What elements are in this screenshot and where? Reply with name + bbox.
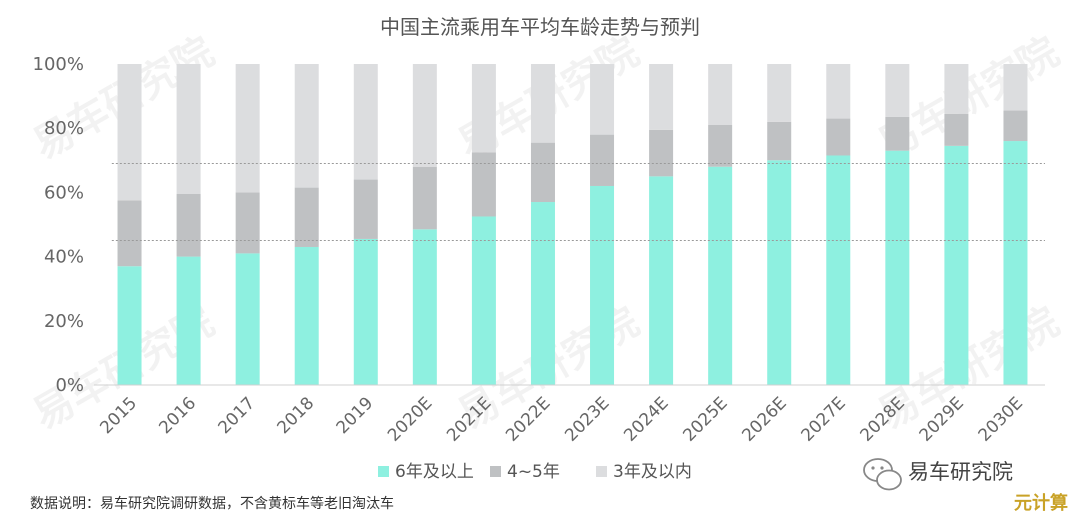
bar-segment — [944, 113, 969, 146]
legend: 6年及以上 4~5年 3年及以内 — [378, 462, 692, 482]
bar-segment — [649, 129, 674, 177]
bar-segment — [176, 256, 201, 385]
bar-segment — [353, 238, 378, 385]
bar-segment — [767, 64, 792, 122]
bar-segment — [117, 64, 142, 201]
x-axis: 2015 2016 2017 2018 2019 2020E 2021E 2022E 2023E… — [96, 393, 1027, 445]
bar-segment — [649, 64, 674, 130]
bar-segment — [590, 64, 615, 135]
x-tick-label: 2019 — [333, 393, 378, 438]
bar-segment — [353, 64, 378, 180]
bar-segment — [471, 64, 496, 153]
legend-swatch — [596, 466, 607, 477]
bar-segment — [294, 187, 319, 247]
source-note: 数据说明：易车研究院调研数据，不含黄标车等老旧淘汰车 — [30, 495, 394, 512]
x-tick-label: 2026E — [738, 393, 790, 445]
bar-segment — [117, 200, 142, 267]
brand-badge: 易车研究院 — [863, 458, 1013, 491]
bar-segment — [708, 64, 733, 125]
bar-segment — [885, 150, 910, 385]
bar-segment — [767, 121, 792, 161]
x-tick-label: 2024E — [620, 393, 672, 445]
bar-segment — [1003, 141, 1028, 385]
wechat-icon — [863, 458, 902, 491]
bar-segment — [649, 176, 674, 385]
bar-segment — [530, 142, 555, 203]
bar-segment — [294, 64, 319, 188]
bar-segment — [235, 192, 260, 254]
x-tick-label: 2025E — [679, 393, 731, 445]
bar-segment — [708, 166, 733, 385]
bar-segment — [885, 64, 910, 117]
bar-segment — [176, 194, 201, 257]
x-tick-label: 2020E — [384, 393, 436, 445]
bar-segment — [826, 118, 851, 156]
legend-label: 3年及以内 — [613, 462, 692, 482]
site-logo-text: 元计算 — [1014, 492, 1068, 514]
bar-segment — [412, 64, 437, 167]
y-tick-label: 40% — [44, 247, 84, 268]
y-tick-label: 0% — [55, 375, 84, 396]
bar-segment — [412, 229, 437, 385]
bar-segment — [412, 166, 437, 230]
bar-segment — [885, 116, 910, 151]
bar-segment — [530, 64, 555, 143]
y-tick-label: 80% — [44, 118, 84, 139]
bar-segment — [826, 64, 851, 119]
x-tick-label: 2027E — [797, 393, 849, 445]
y-tick-label: 100% — [33, 54, 84, 75]
y-tick-label: 60% — [44, 182, 84, 203]
bars — [117, 64, 1028, 385]
y-tick-label: 20% — [44, 311, 84, 332]
legend-swatch — [490, 466, 501, 477]
bar-segment — [235, 64, 260, 193]
legend-label: 4~5年 — [507, 462, 560, 482]
bar-segment — [117, 266, 142, 385]
bar-segment — [826, 155, 851, 385]
bar-segment — [235, 253, 260, 385]
bar-segment — [708, 124, 733, 167]
bar-segment — [471, 216, 496, 385]
chart-title: 中国主流乘用车平均车龄走势与预判 — [380, 15, 700, 39]
bar-segment — [590, 185, 615, 385]
x-tick-label: 2023E — [561, 393, 613, 445]
legend-label: 6年及以上 — [395, 462, 474, 482]
bar-segment — [590, 134, 615, 186]
x-tick-label: 2018 — [274, 393, 319, 438]
bar-segment — [471, 152, 496, 217]
brand-label: 易车研究院 — [908, 460, 1013, 484]
x-tick-label: 2016 — [155, 393, 200, 438]
bar-segment — [1003, 64, 1028, 111]
bar-segment — [944, 64, 969, 114]
bar-segment — [176, 64, 201, 195]
bar-segment — [530, 202, 555, 385]
bar-segment — [767, 160, 792, 385]
x-tick-label: 2017 — [214, 393, 259, 438]
x-tick-label: 2030E — [975, 393, 1027, 445]
bar-segment — [944, 145, 969, 385]
legend-swatch — [378, 466, 389, 477]
bar-segment — [1003, 110, 1028, 142]
y-axis: 0% 20% 40% 60% 80% 100% — [33, 54, 84, 396]
bar-segment — [294, 246, 319, 385]
bar-segment — [353, 179, 378, 239]
reference-lines — [111, 163, 1045, 242]
